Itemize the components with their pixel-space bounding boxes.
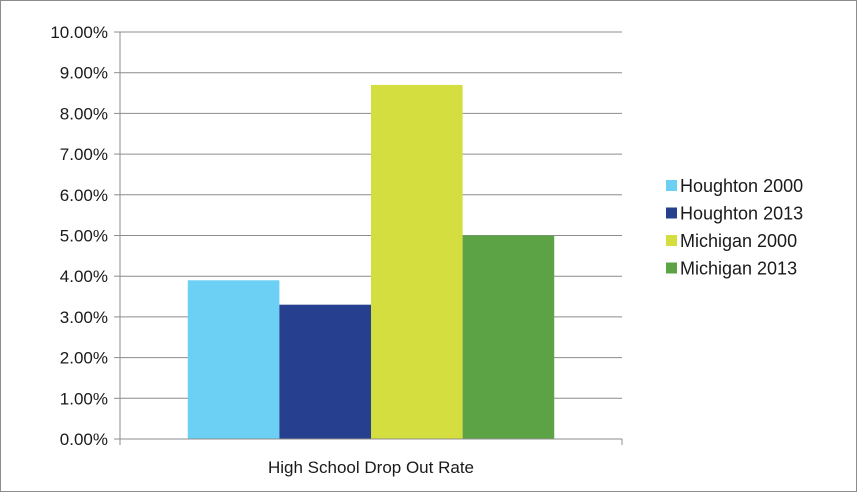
y-tick-label: 2.00% (60, 349, 108, 368)
x-axis-labels: High School Drop Out Rate (268, 458, 474, 477)
legend-label: Michigan 2000 (680, 231, 797, 251)
legend-swatch (666, 235, 677, 246)
y-tick-label: 10.00% (50, 23, 108, 42)
y-tick-label: 1.00% (60, 389, 108, 408)
bar-michigan-2000 (371, 84, 463, 439)
bar-michigan-2013 (462, 235, 555, 439)
y-tick-label: 0.00% (60, 430, 108, 449)
y-tick-label: 8.00% (60, 104, 108, 123)
bar-houghton-2000 (187, 280, 280, 439)
legend-swatch (666, 180, 677, 191)
legend: Houghton 2000 Houghton 2013 Michigan 2000 M… (666, 176, 803, 279)
legend-label: Houghton 2000 (680, 176, 803, 196)
y-axis-ticks: 0.00% 1.00% 2.00% 3.00% 4.00% 5.00% 6.00% 7.00%… (50, 23, 120, 449)
legend-label: Michigan 2013 (680, 259, 797, 279)
legend-swatch (666, 262, 677, 274)
category-label: High School Drop Out Rate (268, 458, 474, 477)
legend-swatch (666, 207, 677, 219)
bar-houghton-2013 (279, 304, 371, 439)
bars (187, 84, 555, 439)
y-tick-label: 7.00% (60, 145, 108, 164)
y-tick-label: 9.00% (60, 64, 108, 83)
legend-label: Houghton 2013 (680, 204, 803, 224)
axes (119, 32, 623, 445)
y-tick-label: 4.00% (60, 267, 108, 286)
y-tick-label: 5.00% (60, 227, 108, 246)
y-tick-label: 6.00% (60, 186, 108, 205)
y-tick-label: 3.00% (60, 308, 108, 327)
